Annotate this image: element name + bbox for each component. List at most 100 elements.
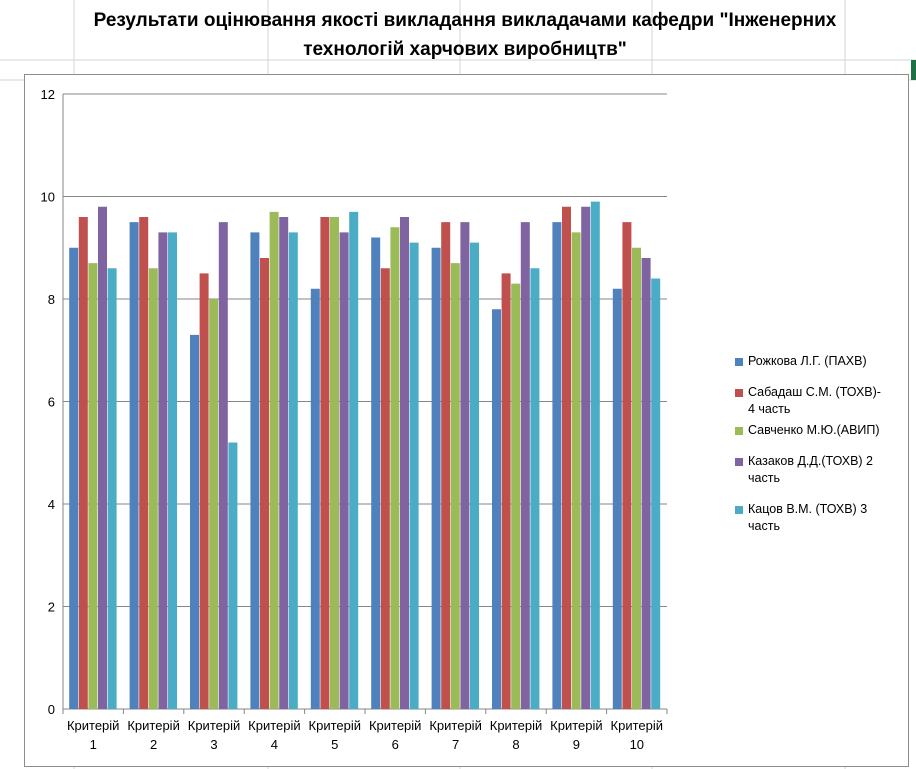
legend-swatch bbox=[735, 389, 743, 397]
bar bbox=[651, 278, 661, 709]
bar bbox=[349, 211, 359, 709]
y-tick-label: 8 bbox=[48, 292, 55, 307]
x-tick-label: Критерій bbox=[248, 718, 300, 733]
chart-area[interactable]: 0 2 4 6 8 10 12 Критерій 1 Критерій 2 Критерій 3 Крит… bbox=[24, 74, 909, 767]
bar-chart-plot: 0 2 4 6 8 10 12 Критерій 1 Критерій 2 Критерій 3 Крит… bbox=[41, 87, 668, 752]
legend-label: Казаков Д.Д.(ТОХВ) 2 bbox=[748, 454, 873, 468]
bar bbox=[612, 288, 622, 709]
x-tick-label: 5 bbox=[331, 737, 338, 752]
x-tick-label: 3 bbox=[210, 737, 217, 752]
bar bbox=[98, 206, 107, 709]
bar bbox=[390, 227, 400, 709]
bar bbox=[310, 288, 320, 709]
bar bbox=[441, 222, 451, 710]
bar bbox=[218, 222, 228, 710]
legend-label: Сабадаш С.М. (ТОХВ)- bbox=[748, 385, 881, 399]
x-tick-label: 10 bbox=[630, 737, 644, 752]
bar bbox=[520, 222, 530, 710]
bar bbox=[168, 232, 177, 710]
x-tick-label: 7 bbox=[452, 737, 459, 752]
bar bbox=[148, 268, 158, 709]
bar bbox=[107, 268, 117, 709]
bar bbox=[339, 232, 349, 710]
x-tick-label: 9 bbox=[573, 737, 580, 752]
x-tick-label: 6 bbox=[392, 737, 399, 752]
bar bbox=[209, 299, 219, 709]
x-tick-label: Критерій bbox=[550, 718, 602, 733]
bar bbox=[641, 258, 651, 709]
legend-swatch bbox=[735, 458, 743, 466]
bar bbox=[69, 247, 79, 709]
legend-item: Кацов В.М. (ТОХВ) 3 часть bbox=[735, 501, 905, 535]
bar bbox=[571, 232, 581, 710]
bar bbox=[530, 268, 540, 709]
bar bbox=[470, 242, 479, 710]
x-tick-label: Критерій bbox=[490, 718, 542, 733]
bar bbox=[139, 217, 149, 709]
legend-label: 4 часть bbox=[748, 402, 791, 416]
x-tick-label: 8 bbox=[512, 737, 519, 752]
x-tick-label: Критерій bbox=[429, 718, 481, 733]
bar bbox=[632, 247, 641, 709]
x-tick-label: Критерій bbox=[127, 718, 179, 733]
bar bbox=[199, 273, 209, 710]
bar bbox=[450, 263, 460, 710]
y-tick-label: 10 bbox=[41, 190, 55, 205]
y-tick-label: 4 bbox=[48, 497, 55, 512]
x-tick-label: Критерій bbox=[369, 718, 421, 733]
bar bbox=[279, 217, 289, 709]
legend-swatch bbox=[735, 506, 743, 514]
x-tick-label: 1 bbox=[90, 737, 97, 752]
bar bbox=[590, 201, 600, 709]
legend-label: часть bbox=[748, 471, 780, 485]
bar bbox=[501, 273, 511, 710]
bar bbox=[228, 442, 238, 709]
x-tick-label: Критерій bbox=[309, 718, 361, 733]
legend-label: Савченко М.Ю.(АВИП) bbox=[748, 423, 880, 437]
legend-item: Савченко М.Ю.(АВИП) bbox=[735, 422, 905, 439]
chart-legend: Рожкова Л.Г. (ПАХВ) Сабадаш С.М. (ТОХВ)- 4… bbox=[735, 353, 905, 535]
chart-title: Результати оцінювання якості викладання … bbox=[80, 6, 850, 64]
bar bbox=[260, 258, 269, 709]
legend-item: Рожкова Л.Г. (ПАХВ) bbox=[735, 353, 905, 370]
bar bbox=[78, 217, 88, 709]
legend-label: Рожкова Л.Г. (ПАХВ) bbox=[748, 354, 867, 368]
bar bbox=[562, 206, 571, 709]
legend-item: Казаков Д.Д.(ТОХВ) 2 часть bbox=[735, 453, 905, 487]
bar bbox=[190, 334, 199, 709]
bar bbox=[400, 217, 409, 709]
chart-title-line: технологій харчових виробництв" bbox=[303, 39, 627, 60]
bar bbox=[511, 283, 521, 709]
bar bbox=[129, 222, 139, 710]
bar bbox=[409, 242, 419, 710]
y-tick-label: 2 bbox=[48, 600, 55, 615]
y-tick-label: 0 bbox=[48, 702, 55, 717]
legend-item: Сабадаш С.М. (ТОХВ)- 4 часть bbox=[735, 384, 905, 418]
x-tick-label: Критерій bbox=[611, 718, 663, 733]
bar bbox=[492, 309, 501, 709]
legend-swatch bbox=[735, 358, 743, 366]
bar bbox=[371, 237, 381, 709]
bar bbox=[158, 232, 168, 710]
bar bbox=[320, 217, 330, 709]
chart-title-line: Результати оцінювання якості викладання … bbox=[93, 10, 837, 31]
x-tick-label: Критерій bbox=[67, 718, 119, 733]
bar bbox=[330, 217, 339, 709]
bar bbox=[431, 247, 441, 709]
bar bbox=[88, 263, 98, 710]
y-tick-label: 6 bbox=[48, 395, 55, 410]
bar bbox=[269, 211, 279, 709]
bar bbox=[380, 268, 390, 709]
x-tick-label: 2 bbox=[150, 737, 157, 752]
bar bbox=[288, 232, 298, 710]
y-tick-label: 12 bbox=[41, 87, 55, 102]
bar bbox=[622, 222, 632, 710]
legend-label: Кацов В.М. (ТОХВ) 3 bbox=[748, 502, 868, 516]
bar bbox=[250, 232, 260, 710]
bar bbox=[552, 222, 562, 710]
legend-swatch bbox=[735, 427, 743, 435]
bar bbox=[460, 222, 470, 710]
x-tick-label: 4 bbox=[271, 737, 278, 752]
legend-label: часть bbox=[748, 519, 780, 533]
bar bbox=[581, 206, 591, 709]
